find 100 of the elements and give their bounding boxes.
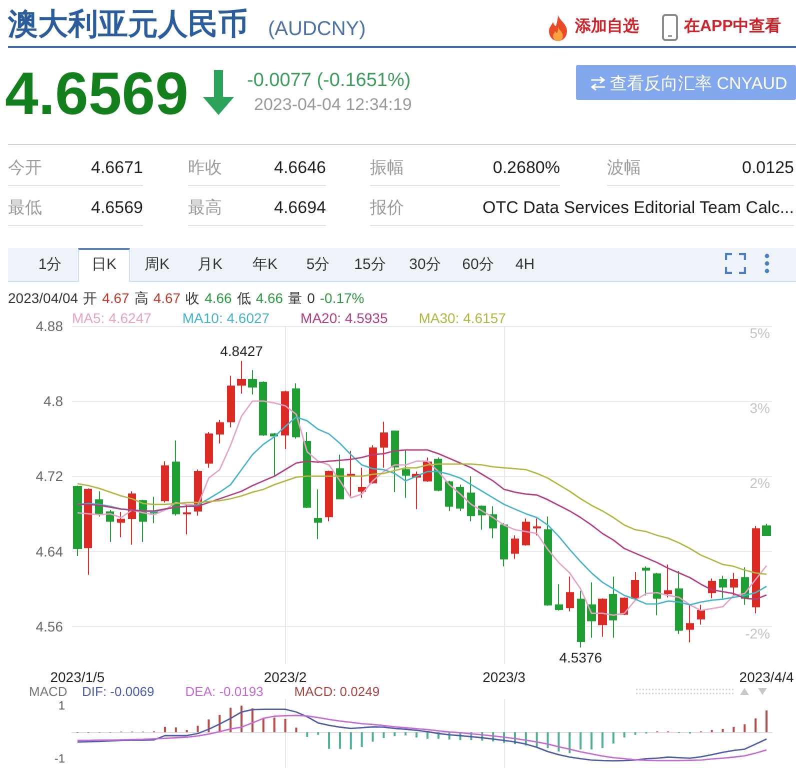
text: 报价 <box>370 198 404 217</box>
candlestick <box>653 572 661 616</box>
candlestick <box>172 440 180 516</box>
y2-tick-label: -2% <box>745 625 770 642</box>
text: 高 <box>134 290 148 306</box>
text: 4.6671 <box>91 158 143 177</box>
text: 2023-04-04 12:34:19 <box>254 95 412 114</box>
x-tick-label: 2023/4/4 <box>739 669 794 685</box>
x-tick-label: 2023/1/5 <box>50 669 105 685</box>
bar <box>766 710 768 732</box>
y-tick-label: -1 <box>54 752 66 766</box>
text: 今开 <box>8 158 42 177</box>
text: 量 <box>288 290 302 306</box>
text: 振幅 <box>370 158 404 177</box>
series-label: DEA: -0.0193 <box>185 684 264 699</box>
bar <box>328 732 330 749</box>
bar <box>262 718 264 732</box>
bar <box>634 732 636 735</box>
text: 0.2680% <box>492 158 560 177</box>
bar <box>601 732 604 748</box>
text: 60分 <box>462 256 494 273</box>
candlestick <box>402 449 410 498</box>
candlestick <box>358 467 366 498</box>
bar <box>732 726 735 732</box>
bar <box>372 732 374 742</box>
candlestick <box>456 484 464 512</box>
chart-title: MACD <box>29 684 68 699</box>
candlestick <box>117 511 125 538</box>
bar <box>295 728 298 732</box>
candlestick <box>347 450 355 498</box>
bar <box>612 732 614 744</box>
text: 4H <box>515 256 535 273</box>
y-tick-label: 4.72 <box>36 468 64 484</box>
bar <box>754 718 757 732</box>
candlestick <box>686 604 694 643</box>
bar <box>590 732 593 750</box>
y2-tick-label: 3% <box>750 400 770 416</box>
text: 4.6694 <box>274 198 326 217</box>
candlestick <box>555 584 563 611</box>
bar <box>284 718 286 732</box>
candlestick <box>227 375 235 428</box>
candlestick <box>150 496 158 524</box>
candlestick <box>281 390 289 450</box>
candlestick <box>609 576 617 638</box>
text: 15分 <box>354 256 386 273</box>
text: 周K <box>144 256 170 273</box>
annotation: 4.5376 <box>559 649 602 666</box>
text: 4.66 <box>256 290 284 306</box>
line-series <box>76 463 768 575</box>
candlestick <box>73 485 82 557</box>
text: MA10: 4.6027 <box>182 310 270 326</box>
candlestick <box>325 470 333 522</box>
candlestick <box>391 430 399 493</box>
candlestick <box>533 518 541 536</box>
text: 0 <box>307 290 315 306</box>
text: OTC Data Services Editorial Team Calc... <box>482 198 794 217</box>
text: 日K <box>91 256 117 273</box>
text: MA30: 4.6157 <box>418 310 506 326</box>
candlestick <box>161 460 169 504</box>
bar <box>722 728 724 732</box>
candlestick <box>292 382 300 440</box>
x-tick-label: 2023/2 <box>264 669 307 685</box>
candlestick <box>445 480 453 512</box>
candlestick <box>631 571 639 600</box>
text: 波幅 <box>607 158 641 177</box>
bar <box>306 732 308 737</box>
bar <box>416 732 418 738</box>
candlestick <box>697 604 705 626</box>
y-tick-label: 1 <box>58 698 66 713</box>
text: (AUDCNY) <box>268 18 366 40</box>
line-series <box>76 449 768 600</box>
candlestick <box>259 380 267 436</box>
bar <box>382 732 385 738</box>
text: DIF: -0.0069 <box>82 684 154 699</box>
text: 0.0125 <box>742 158 794 177</box>
candlestick <box>752 525 760 614</box>
candlestick <box>719 575 727 599</box>
candlestick <box>237 360 246 394</box>
text: 4.6569 <box>91 198 143 217</box>
bar <box>580 732 582 750</box>
bar <box>623 732 626 738</box>
candlestick <box>511 534 519 560</box>
text: MA20: 4.5935 <box>300 310 388 326</box>
bar <box>196 726 199 732</box>
text: 收 <box>186 290 200 306</box>
candlestick <box>730 572 738 596</box>
text: 开 <box>83 290 98 306</box>
text: 澳大利亚元人民币 <box>8 8 248 41</box>
candlestick <box>270 432 278 477</box>
bar <box>360 732 363 748</box>
y2-tick-label: 5% <box>750 325 770 341</box>
text: 4.6569 <box>5 60 189 127</box>
bar <box>317 732 320 735</box>
text: 月K <box>197 256 223 273</box>
text: 查看反向汇率 CNYAUD <box>610 74 788 93</box>
candlestick <box>500 522 508 567</box>
bar <box>174 727 177 732</box>
candlestick <box>675 570 683 634</box>
text: 4.67 <box>102 290 130 306</box>
text: 4.66 <box>204 290 232 306</box>
